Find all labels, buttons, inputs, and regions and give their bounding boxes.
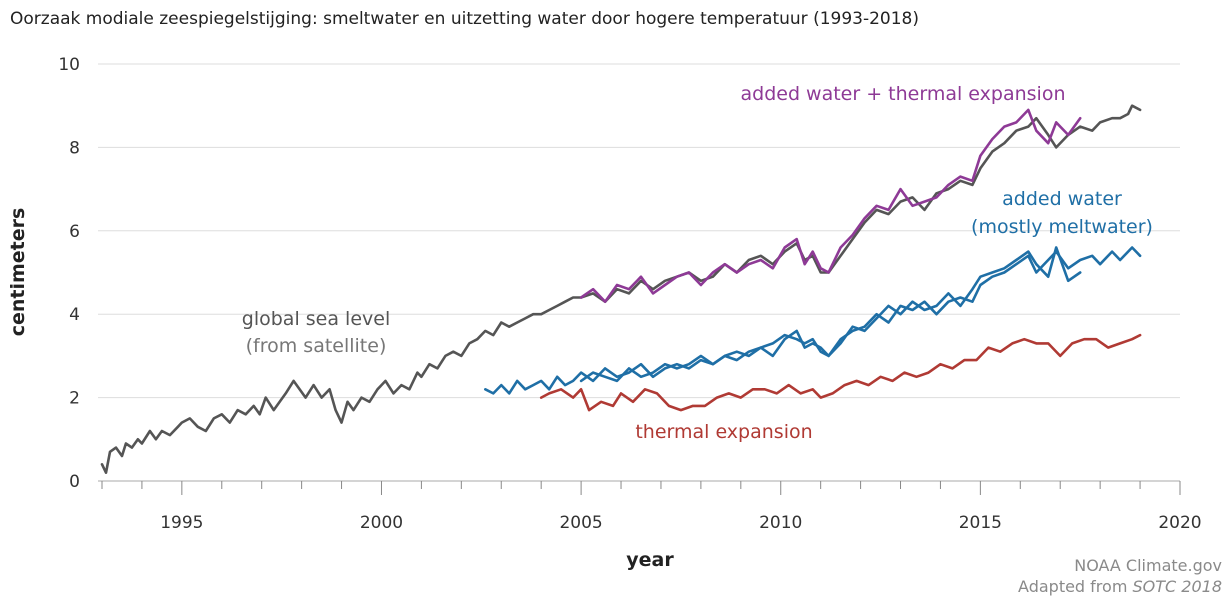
- grid-lines: [98, 63, 1181, 495]
- y-tick-label-10: 10: [58, 55, 80, 75]
- annotation-sea-level-line2: (from satellite): [246, 335, 387, 357]
- x-tick-label-2005: 2005: [559, 513, 602, 533]
- x-axis-title: year: [626, 549, 674, 571]
- series-line-added_water_a: [484, 246, 1142, 395]
- series-line-combined: [579, 108, 1082, 303]
- annotation-combined: added water + thermal expansion: [740, 83, 1065, 105]
- series-lines: [100, 104, 1142, 474]
- y-tick-label-8: 8: [69, 138, 80, 158]
- chart-title: Oorzaak modiale zeespiegelstijging: smel…: [10, 9, 919, 29]
- y-tick-label-4: 4: [69, 305, 80, 325]
- annotation-thermal: thermal expansion: [635, 421, 812, 443]
- y-tick-labels: 0 2 4 6 8 10: [58, 55, 80, 492]
- x-tick-labels: 1995 2000 2005 2010 2015 2020: [160, 513, 1201, 533]
- series-line-thermal: [539, 333, 1142, 412]
- y-axis-title: centimeters: [7, 208, 29, 337]
- x-tick-label-1995: 1995: [160, 513, 203, 533]
- x-tick-label-2010: 2010: [759, 513, 802, 533]
- annotation-added-water-line1: added water: [1002, 188, 1122, 210]
- series-line-added_water_b: [579, 246, 1082, 383]
- credit-adapted: Adapted from: [1018, 577, 1132, 596]
- x-tick-label-2015: 2015: [959, 513, 1002, 533]
- x-tick-label-2020: 2020: [1158, 513, 1201, 533]
- y-tick-label-6: 6: [69, 222, 80, 242]
- series-line-sea_level: [100, 104, 1142, 474]
- x-tick-label-2000: 2000: [360, 513, 403, 533]
- annotation-added-water: added water (mostly meltwater): [971, 188, 1153, 238]
- annotation-sea-level: global sea level (from satellite): [242, 308, 390, 357]
- credit-source: SOTC 2018: [1133, 577, 1223, 596]
- annotation-sea-level-line1: global sea level: [242, 308, 390, 330]
- credit: NOAA Climate.gov Adapted from SOTC 2018: [1018, 556, 1222, 596]
- annotation-added-water-line2: (mostly meltwater): [971, 216, 1153, 238]
- credit-line1: NOAA Climate.gov: [1074, 556, 1222, 575]
- y-tick-label-2: 2: [69, 389, 80, 409]
- y-tick-label-0: 0: [69, 472, 80, 492]
- credit-line2: Adapted from SOTC 2018: [1018, 577, 1222, 596]
